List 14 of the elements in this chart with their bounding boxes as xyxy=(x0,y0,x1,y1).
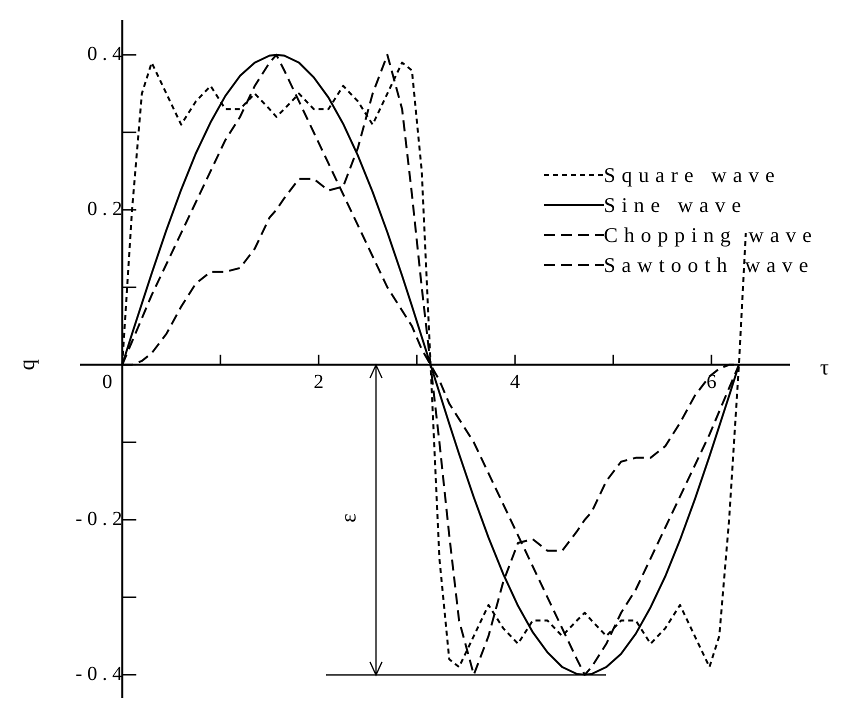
legend-label: Square wave xyxy=(604,162,781,188)
legend-label: Sawtooth wave xyxy=(604,252,814,278)
annotation: ε xyxy=(336,513,361,522)
y-tick-label: - 0 . 2 xyxy=(76,508,122,530)
x-tick-label: 2 xyxy=(314,371,324,394)
y-tick-label: 0 . 2 xyxy=(87,198,122,220)
y-tick-label: - 0 . 4 xyxy=(76,663,122,686)
legend-label: Chopping wave xyxy=(604,222,818,248)
y-tick-label: 0 . 4 xyxy=(87,43,122,66)
x-axis-title: τ xyxy=(820,354,829,380)
y-axis-title: q xyxy=(14,359,39,370)
x-tick-label: 0 xyxy=(102,371,112,394)
legend-label: Sine wave xyxy=(604,192,748,218)
x-tick-label: 4 xyxy=(510,371,520,394)
